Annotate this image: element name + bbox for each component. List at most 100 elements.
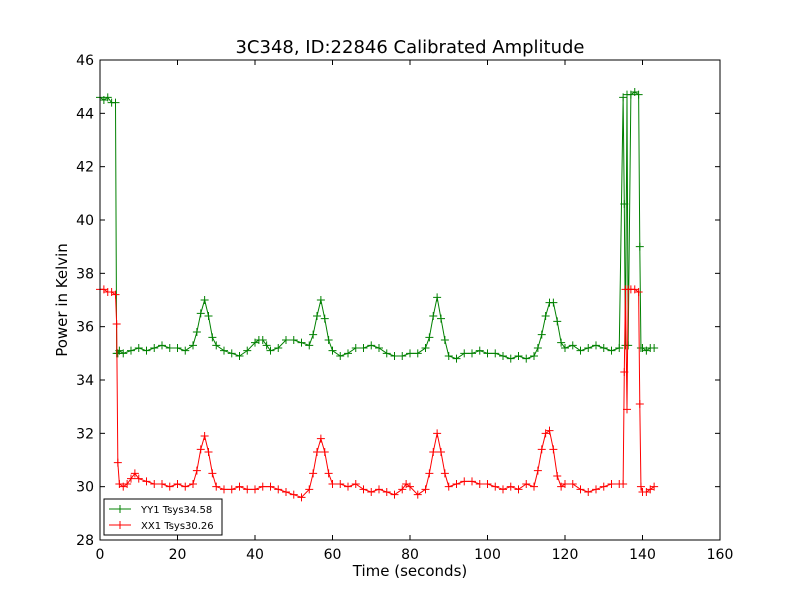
y-tick-label: 40 <box>76 213 94 229</box>
series-layer <box>96 88 659 502</box>
data-point-xx1 <box>440 469 449 478</box>
data-point-xx1 <box>592 485 600 494</box>
data-point-xx1 <box>568 480 577 488</box>
data-point-xx1 <box>316 434 325 443</box>
legend-marker-xx1 <box>116 521 124 529</box>
y-tick-label: 30 <box>76 480 94 496</box>
data-point-xx1 <box>336 480 345 488</box>
data-point-yy1 <box>444 352 453 360</box>
data-point-yy1 <box>650 344 659 352</box>
data-point-xx1 <box>235 482 244 491</box>
data-point-yy1 <box>561 344 569 352</box>
data-point-yy1 <box>541 312 550 320</box>
data-point-yy1 <box>584 344 593 352</box>
data-point-yy1 <box>359 344 368 352</box>
plot-frame <box>99 59 721 541</box>
data-point-yy1 <box>150 344 159 352</box>
data-point-yy1 <box>212 341 221 350</box>
data-point-xx1 <box>112 320 121 328</box>
data-point-xx1 <box>113 458 122 467</box>
data-point-xx1 <box>134 474 143 483</box>
data-point-xx1 <box>530 482 538 491</box>
data-point-yy1 <box>266 346 275 355</box>
data-point-xx1 <box>491 482 500 491</box>
data-point-xx1 <box>344 482 352 491</box>
data-point-yy1 <box>127 346 135 355</box>
data-point-yy1 <box>200 296 209 304</box>
data-point-xx1 <box>425 469 434 478</box>
data-point-yy1 <box>533 344 542 352</box>
data-point-xx1 <box>208 469 217 478</box>
data-point-yy1 <box>530 352 538 360</box>
data-point-xx1 <box>553 472 562 480</box>
x-tick-label: 120 <box>552 547 579 563</box>
data-point-yy1 <box>274 344 283 352</box>
data-point-yy1 <box>111 98 120 107</box>
data-point-yy1 <box>553 317 562 326</box>
y-tick-label: 42 <box>76 160 94 176</box>
data-point-yy1 <box>382 349 391 358</box>
data-point-xx1 <box>173 480 182 488</box>
data-point-xx1 <box>227 485 236 494</box>
data-point-yy1 <box>406 349 414 358</box>
data-point-xx1 <box>452 480 461 488</box>
x-tick-label: 0 <box>96 547 105 563</box>
y-tick-label: 38 <box>76 266 94 282</box>
data-point-yy1 <box>634 90 643 99</box>
data-point-yy1 <box>181 346 190 355</box>
data-point-yy1 <box>506 354 515 363</box>
data-point-xx1 <box>243 485 252 494</box>
data-point-xx1 <box>359 485 368 494</box>
data-point-xx1 <box>475 480 484 488</box>
data-point-xx1 <box>150 480 159 488</box>
ticks-layer: 0 20 40 60 80 100 120 140 160 28 30 32 34 36 38 40 42 44 4… <box>76 53 733 563</box>
data-point-xx1 <box>251 485 259 494</box>
legend-entries: YY1 Tsys34.58 XX1 Tsys30.26 <box>109 505 214 532</box>
legend-label-xx1: XX1 Tsys30.26 <box>141 521 214 532</box>
data-point-xx1 <box>599 482 608 491</box>
data-point-yy1 <box>196 309 205 318</box>
data-point-yy1 <box>328 346 337 355</box>
data-point-yy1 <box>568 341 577 350</box>
data-point-yy1 <box>165 344 174 352</box>
data-point-yy1 <box>173 344 182 352</box>
data-point-xx1 <box>189 480 197 488</box>
data-point-xx1 <box>142 477 151 486</box>
series-yy1 <box>96 88 659 363</box>
data-point-yy1 <box>324 336 333 344</box>
x-tick-label: 80 <box>401 547 419 563</box>
data-point-yy1 <box>192 328 201 336</box>
data-point-xx1 <box>196 445 205 454</box>
series-xx1 <box>96 285 659 502</box>
data-point-xx1 <box>367 488 376 496</box>
data-point-xx1 <box>282 488 290 496</box>
x-tick-label: 20 <box>169 547 187 563</box>
data-point-yy1 <box>475 346 484 355</box>
data-point-xx1 <box>123 480 132 488</box>
data-point-yy1 <box>537 330 546 339</box>
data-point-xx1 <box>130 469 139 478</box>
data-point-yy1 <box>344 349 352 358</box>
data-point-xx1 <box>421 485 430 494</box>
legend: YY1 Tsys34.58 XX1 Tsys30.26 <box>103 498 223 536</box>
data-point-xx1 <box>313 448 321 456</box>
data-point-yy1 <box>262 341 271 350</box>
data-point-xx1 <box>266 482 275 491</box>
data-point-xx1 <box>192 466 201 475</box>
data-point-xx1 <box>398 485 407 494</box>
data-point-xx1 <box>111 290 120 299</box>
data-point-xx1 <box>576 485 585 494</box>
data-point-yy1 <box>549 298 558 307</box>
data-point-yy1 <box>235 352 244 360</box>
data-point-yy1 <box>305 341 314 350</box>
data-point-xx1 <box>320 448 329 456</box>
data-point-yy1 <box>119 349 128 358</box>
data-point-yy1 <box>460 349 469 358</box>
data-point-yy1 <box>624 341 633 350</box>
data-point-xx1 <box>220 485 228 494</box>
data-point-yy1 <box>607 346 616 355</box>
data-point-yy1 <box>313 312 321 320</box>
data-point-yy1 <box>309 330 318 339</box>
data-point-xx1 <box>309 469 318 478</box>
data-point-xx1 <box>561 480 569 488</box>
